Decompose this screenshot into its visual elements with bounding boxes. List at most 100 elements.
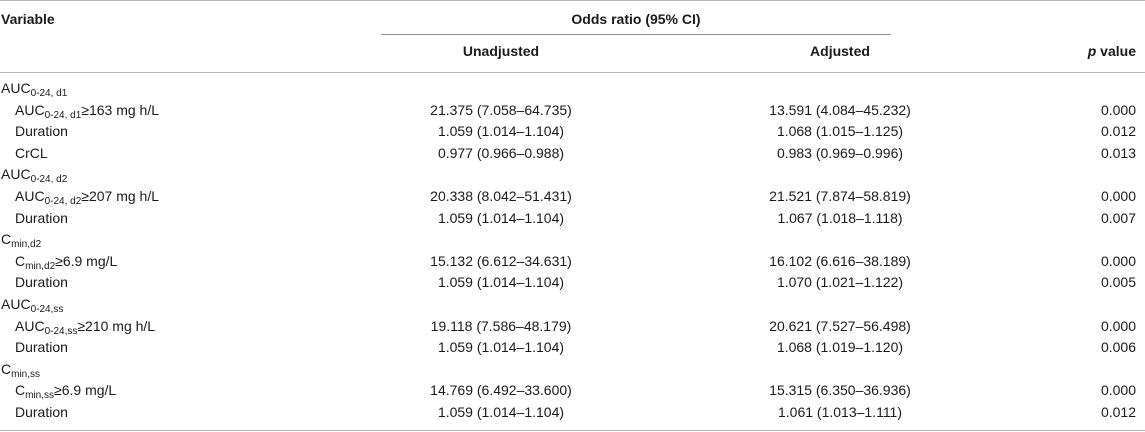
variable-name: AUC — [1, 166, 31, 183]
group-row: Cmin,ss — [0, 359, 1145, 380]
table-row: Duration 1.059 (1.014–1.104) 1.067 (1.018–… — [0, 208, 1145, 229]
table-row: AUC0-24,ss≥210 mg h/L 19.118 (7.586–48.17… — [0, 316, 1145, 337]
unadjusted-or-cell: 21.375 (7.058–64.735) — [430, 101, 572, 118]
variable-name: AUC — [15, 317, 45, 334]
header-odds-ratio: Odds ratio (95% CI) — [571, 11, 701, 27]
variable-cell: Cmin,ss≥6.9 mg/L — [15, 380, 116, 401]
variable-subscript: 0-24, d1 — [30, 88, 68, 99]
variable-name: C — [1, 231, 12, 248]
variable-cell: AUC0-24,ss≥210 mg h/L — [15, 316, 155, 337]
variable-name: AUC — [1, 296, 31, 312]
header-unadjusted: Unadjusted — [462, 43, 540, 59]
variable-threshold: ≥210 mg h/L — [77, 317, 156, 334]
p-value-cell: 0.005 — [1100, 274, 1136, 291]
p-value-cell: 0.000 — [1100, 101, 1136, 118]
adjusted-or-cell: 15.315 (6.350–36.936) — [769, 382, 911, 399]
p-value-cell: 0.012 — [1100, 123, 1136, 140]
variable-name: Duration — [15, 274, 68, 291]
variable-cell: Cmin,ss — [1, 359, 40, 380]
variable-subscript: 0-24,ss — [30, 304, 64, 315]
variable-subscript: min,ss — [11, 368, 41, 380]
unadjusted-or-cell: 15.132 (6.612–34.631) — [430, 252, 572, 269]
variable-cell: AUC0-24, d1≥163 mg h/L — [15, 100, 159, 121]
table-row: Duration 1.059 (1.014–1.104) 1.070 (1.021–… — [0, 272, 1145, 293]
variable-cell: Cmin,d2≥6.9 mg/L — [15, 251, 117, 272]
table-row: AUC0-24, d1≥163 mg h/L 21.375 (7.058–64.7… — [0, 100, 1145, 121]
unadjusted-or-cell: 0.977 (0.966–0.988) — [437, 144, 565, 161]
table-row: Cmin,ss≥6.9 mg/L 14.769 (6.492–33.600) 15.… — [0, 380, 1145, 401]
variable-threshold: ≥163 mg h/L — [81, 101, 159, 118]
variable-name: Duration — [15, 339, 68, 356]
adjusted-or-cell: 1.070 (1.021–1.122) — [776, 274, 904, 291]
variable-name: C — [15, 252, 26, 269]
variable-cell: AUC0-24, d1 — [1, 78, 67, 99]
p-value-cell: 0.000 — [1100, 382, 1136, 399]
group-row: AUC0-24, d2 — [0, 164, 1145, 185]
table-row: AUC0-24, d2≥207 mg h/L 20.338 (8.042–51.4… — [0, 186, 1145, 207]
table-top-rule — [0, 0, 1145, 1]
table-row: Cmin,d2≥6.9 mg/L 15.132 (6.612–34.631) 16.… — [0, 251, 1145, 272]
variable-name: AUC — [1, 80, 31, 96]
p-value-cell: 0.013 — [1100, 144, 1136, 161]
header-variable: Variable — [1, 11, 55, 27]
variable-cell: CrCL — [15, 143, 48, 164]
variable-name: Duration — [15, 123, 68, 140]
header-p-value: p value — [1088, 42, 1136, 60]
variable-cell: Duration — [15, 121, 68, 142]
variable-name: Duration — [15, 404, 68, 420]
adjusted-or-cell: 1.068 (1.015–1.125) — [776, 123, 904, 140]
variable-cell: AUC0-24,ss — [1, 294, 63, 315]
p-value-cell: 0.000 — [1100, 317, 1136, 334]
variable-threshold: ≥6.9 mg/L — [55, 252, 118, 269]
adjusted-or-cell: 21.521 (7.874–58.819) — [769, 188, 911, 204]
adjusted-or-cell: 20.621 (7.527–56.498) — [769, 317, 911, 334]
variable-subscript: 0-24, d2 — [44, 196, 82, 207]
unadjusted-or-cell: 20.338 (8.042–51.431) — [430, 188, 572, 204]
adjusted-or-cell: 13.591 (4.084–45.232) — [769, 101, 911, 118]
p-value-cell: 0.006 — [1100, 339, 1136, 356]
variable-subscript: min,d2 — [11, 239, 42, 251]
variable-threshold: ≥6.9 mg/L — [54, 382, 117, 399]
variable-cell: Cmin,d2 — [1, 229, 41, 250]
adjusted-or-cell: 1.061 (1.013–1.111) — [777, 404, 903, 420]
group-row: AUC0-24, d1 — [0, 78, 1145, 99]
group-row: AUC0-24,ss — [0, 294, 1145, 315]
header-group-rule — [381, 34, 891, 35]
header-p-rest: value — [1096, 43, 1136, 59]
variable-cell: Duration — [15, 272, 68, 293]
header-bottom-rule — [0, 72, 1145, 73]
variable-cell: Duration — [15, 402, 68, 423]
variable-subscript: 0-24,ss — [44, 325, 78, 337]
table-bottom-rule — [0, 430, 1145, 431]
variable-subscript: min,ss — [25, 390, 55, 402]
variable-threshold: ≥207 mg h/L — [81, 188, 159, 204]
variable-name: AUC — [15, 188, 45, 204]
variable-name: Duration — [15, 209, 68, 226]
p-value-cell: 0.000 — [1100, 188, 1136, 204]
variable-subscript: min,d2 — [25, 260, 56, 272]
unadjusted-or-cell: 19.118 (7.586–48.179) — [430, 317, 572, 334]
unadjusted-or-cell: 1.059 (1.014–1.104) — [437, 404, 565, 420]
table-row: Duration 1.059 (1.014–1.104) 1.061 (1.013–… — [0, 402, 1145, 423]
variable-subscript: 0-24, d1 — [44, 109, 82, 121]
unadjusted-or-cell: 1.059 (1.014–1.104) — [437, 339, 565, 356]
variable-cell: Duration — [15, 208, 68, 229]
variable-cell: AUC0-24, d2 — [1, 164, 67, 185]
header-adjusted: Adjusted — [810, 43, 870, 59]
variable-cell: AUC0-24, d2≥207 mg h/L — [15, 186, 159, 207]
header-p-italic: p — [1087, 43, 1097, 59]
variable-name: C — [1, 360, 12, 377]
variable-cell: Duration — [15, 337, 68, 358]
unadjusted-or-cell: 1.059 (1.014–1.104) — [437, 274, 565, 291]
variable-name: C — [15, 382, 26, 399]
p-value-cell: 0.000 — [1100, 252, 1136, 269]
unadjusted-or-cell: 1.059 (1.014–1.104) — [437, 209, 565, 226]
variable-name: AUC — [15, 101, 45, 118]
adjusted-or-cell: 0.983 (0.969–0.996) — [776, 144, 904, 161]
adjusted-or-cell: 1.068 (1.019–1.120) — [776, 339, 904, 356]
variable-subscript: 0-24, d2 — [30, 174, 68, 186]
unadjusted-or-cell: 14.769 (6.492–33.600) — [430, 382, 572, 399]
table-row: Duration 1.059 (1.014–1.104) 1.068 (1.015–… — [0, 121, 1145, 142]
table-row: CrCL 0.977 (0.966–0.988) 0.983 (0.969–0.99… — [0, 143, 1145, 164]
